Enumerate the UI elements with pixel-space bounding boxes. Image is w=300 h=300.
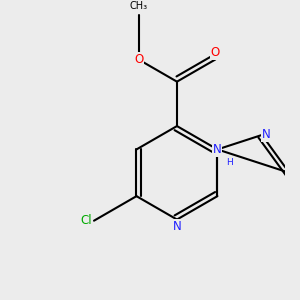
Text: CH₃: CH₃	[130, 2, 148, 11]
Text: O: O	[211, 46, 220, 59]
Text: N: N	[213, 143, 222, 156]
Text: N: N	[172, 220, 181, 232]
Text: N: N	[262, 128, 271, 142]
Text: H: H	[226, 158, 233, 167]
Text: O: O	[134, 53, 143, 66]
Text: Cl: Cl	[81, 214, 92, 227]
